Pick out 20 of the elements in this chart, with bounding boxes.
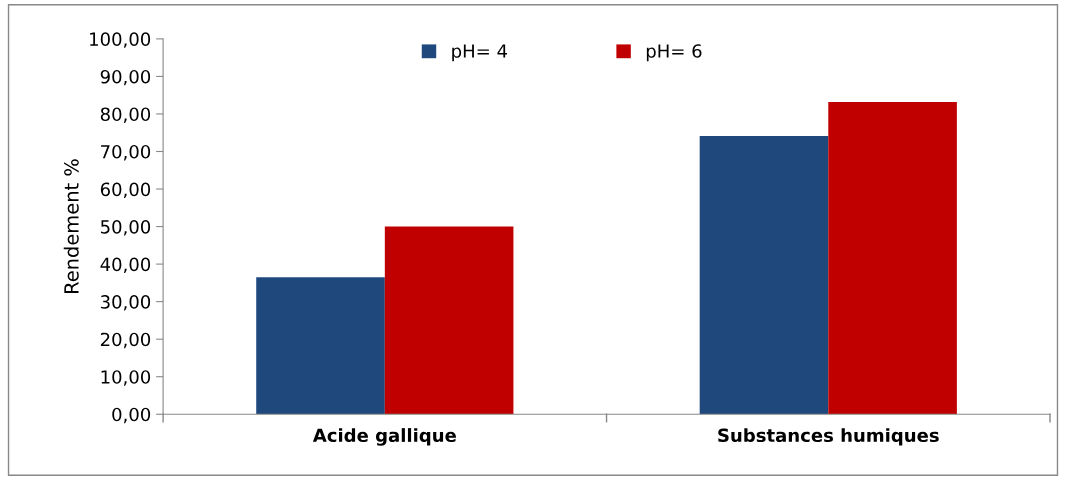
y-tick-label: 0,00 bbox=[112, 407, 151, 424]
legend-label: pH= 4 bbox=[452, 44, 508, 62]
bar bbox=[828, 101, 957, 415]
y-tick-label: 70,00 bbox=[101, 144, 151, 161]
y-tick-label: 20,00 bbox=[100, 332, 151, 349]
x-tick-label: Acide gallique bbox=[312, 428, 456, 446]
y-tick-label: 50,00 bbox=[101, 220, 151, 236]
y-axis-title: Rendement % bbox=[63, 159, 79, 294]
y-tick-label: 80,00 bbox=[100, 107, 151, 123]
bar bbox=[256, 277, 385, 415]
y-tick-label: 30,00 bbox=[100, 295, 151, 311]
bar bbox=[699, 136, 829, 415]
legend-label: pH= 6 bbox=[646, 44, 702, 62]
y-tick-label: 100,00 bbox=[90, 32, 151, 48]
x-tick-label: Substances humiques bbox=[718, 428, 939, 446]
y-tick-label: 40,00 bbox=[100, 257, 151, 274]
y-tick-label: 90,00 bbox=[100, 69, 151, 86]
y-tick-label: 10,00 bbox=[101, 370, 151, 386]
y-tick-label: 60,00 bbox=[100, 182, 151, 198]
bar bbox=[384, 226, 514, 415]
